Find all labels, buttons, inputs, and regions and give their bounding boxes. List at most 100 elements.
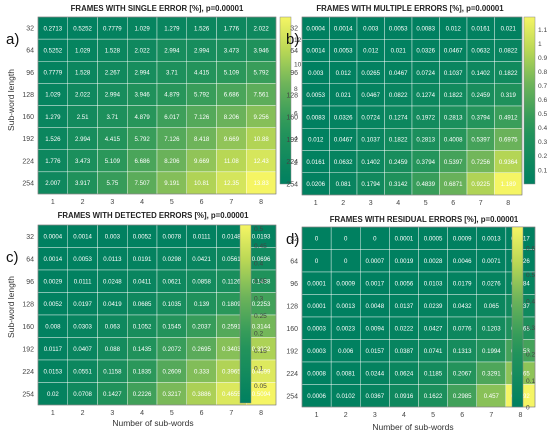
- panel-a-cell-label: 0.7779: [103, 25, 122, 32]
- panel-c-cell-label: 0.0014: [44, 256, 63, 263]
- panel-a-cell-label: 7.561: [254, 92, 270, 99]
- panel-c-cell-label: 0.1438: [252, 278, 271, 285]
- panel-c-cell-label: 0.008: [45, 323, 61, 330]
- panel-c-cell-label: 0.1835: [133, 368, 152, 375]
- panel-d-cell-label: 0.0017: [365, 280, 384, 287]
- panel-b-cell-label: 0.012: [308, 137, 324, 144]
- panel-a-cell-label: 8.418: [194, 136, 210, 143]
- panel-a-cell-label: 8.206: [224, 114, 240, 121]
- panel-d-cell-label: 0.0916: [395, 393, 414, 400]
- panel-c-cell-label: 0.3217: [163, 391, 182, 398]
- panel-d-cell-label: 0.0741: [424, 348, 443, 355]
- panel-c-cell-label: 0.0052: [133, 233, 152, 240]
- panel-a-cell-label: 1.029: [75, 47, 91, 54]
- panel-a-cell-label: 10.88: [254, 136, 270, 143]
- panel-c-cell-label: 0.0113: [103, 256, 122, 263]
- panel-c-cell-label: 0.0052: [44, 301, 63, 308]
- panel-c-cell-label: 0.0111: [74, 278, 92, 285]
- panel-c-colorbar-tick: 0.4: [254, 261, 263, 268]
- panel-b-cell-label: 0.0724: [416, 70, 435, 77]
- panel-a-cell-label: 3.473: [224, 47, 240, 54]
- panel-b-cell-label: 0.4839: [416, 181, 435, 188]
- panel-b-cell-label: 0.0467: [334, 137, 353, 144]
- panel-b-cell-label: 0.012: [446, 25, 462, 32]
- panel-b-colorbar-tick: 0.1: [538, 167, 547, 174]
- panel-c-cell-label: 0.1126: [222, 278, 241, 285]
- panel-a-cell-label: 4.415: [194, 70, 210, 77]
- panel-d-cell-label: 0.0137: [395, 303, 414, 310]
- panel-d-colorbar-tick: 0.3: [526, 325, 535, 332]
- panel-b-cell-label: 0.0822: [499, 48, 518, 55]
- panel-b-cell-label: 0.1037: [361, 137, 380, 144]
- panel-d-cell-label: 0.0222: [395, 325, 414, 332]
- panel-c-cell-label: 0.1435: [133, 346, 152, 353]
- panel-d-cell-label: 0.0007: [365, 258, 384, 265]
- panel-d-x-tick: 3: [373, 412, 377, 419]
- panel-a-cell-label: 3.473: [75, 158, 91, 165]
- panel-d-cell-label: 0.0624: [395, 370, 414, 377]
- panel-d-heatmap: 0 0 0 0.0001 0.0005 0.0009 0.0013 0.0017 0 0 0.000…: [286, 226, 535, 419]
- panel-c-cell-label: 0.02: [47, 391, 59, 398]
- panel-c-y-tick: 254: [22, 391, 34, 398]
- panel-a-cell-label: 7.126: [194, 114, 210, 121]
- panel-b-cell-label: 0.0326: [334, 114, 353, 121]
- panel-b-cell-label: 0.2813: [416, 137, 435, 144]
- panel-b-cell-label: 0.1037: [444, 70, 463, 77]
- panel-a-cell-label: 9.256: [254, 114, 270, 121]
- panel-d-cell-label: 0.0009: [336, 280, 355, 287]
- panel-d-cell-label: 0.0001: [307, 280, 326, 287]
- panel-b-cell-label: 0.0467: [361, 92, 380, 99]
- panel-d-x-tick: 7: [489, 412, 493, 419]
- panel-c-colorbar-tick: 0.05: [254, 383, 267, 390]
- panel-b-y-tick: 32: [290, 26, 298, 33]
- panel-a-x-tick: 5: [170, 199, 174, 206]
- panel-c-colorbar-tick: 0.25: [254, 313, 267, 320]
- panel-b-y-tick: 96: [290, 70, 298, 77]
- panel-c-colorbar: [239, 224, 252, 404]
- panel-c-cell-label: 0.0117: [44, 346, 63, 353]
- panel-c: c) FRAMES WITH DETECTED ERRORS [%], p=0.…: [6, 211, 277, 428]
- panel-b-cell-label: 0.0161: [306, 159, 325, 166]
- panel-a-x-tick: 4: [140, 199, 144, 206]
- panel-a-cell-label: 0.5252: [73, 25, 92, 32]
- panel-b-cell-label: 0.1274: [389, 114, 408, 121]
- panel-c-cell-label: 0.0696: [252, 256, 271, 263]
- panel-a-cell-label: 2.007: [45, 180, 61, 187]
- panel-b-cell-label: 0.0083: [306, 114, 325, 121]
- panel-a-cell-label: 1.029: [135, 25, 151, 32]
- panel-c-cell-label: 0.0621: [163, 278, 182, 285]
- panel-c-cell-label: 0.0153: [44, 368, 63, 375]
- panel-b-colorbar-tick: 0.8: [538, 69, 547, 76]
- panel-b-cell-label: 0.2459: [389, 159, 408, 166]
- panel-c-cell-label: 0.1809: [222, 301, 241, 308]
- panel-c-cell-label: 0.3886: [192, 391, 211, 398]
- panel-a-colorbar-tick: 6: [294, 111, 298, 118]
- panel-b-y-tick: 192: [286, 137, 298, 144]
- panel-c-cell-label: 0.0078: [163, 233, 182, 240]
- panel-c-cell-label: 0.0411: [133, 278, 152, 285]
- panel-c-colorbar-tick: 0.5: [254, 226, 263, 233]
- panel-d-cell-label: 0.0094: [365, 325, 384, 332]
- panel-b-x-tick: 2: [341, 200, 345, 207]
- panel-c-cell-label: 0.0197: [73, 301, 92, 308]
- panel-a-cell-label: 8.206: [164, 158, 180, 165]
- panel-a-x-tick: 8: [259, 199, 263, 206]
- panel-b-cell-label: 1.189: [501, 181, 517, 188]
- panel-c-label: c): [6, 249, 19, 266]
- panel-d-cell-label: 0.2067: [453, 370, 472, 377]
- panel-d-xlabel: Number of sub-words: [372, 422, 453, 432]
- panel-c-heatmap: 0.0004 0.0014 0.003 0.0052 0.0078 0.0111 0.014…: [22, 224, 277, 417]
- panel-c-cell-label: 0.0858: [192, 278, 211, 285]
- panel-b-cell-label: 0.9364: [499, 159, 518, 166]
- panel-a-cell-label: 1.776: [224, 25, 240, 32]
- panel-b-cell-label: 0.0206: [306, 181, 325, 188]
- panel-c-cell-label: 0.0421: [192, 256, 211, 263]
- panel-b-heatmap: 0.0004 0.0014 0.003 0.0053 0.0083 0.012 0.0161…: [286, 16, 547, 207]
- panel-a-cell-label: 1.528: [75, 70, 91, 77]
- panel-b-cell-label: 0.003: [308, 70, 324, 77]
- panel-a-cell-label: 12.35: [224, 180, 240, 187]
- panel-c-x-tick: 2: [81, 410, 85, 417]
- panel-c-cell-label: 0.3922: [252, 346, 271, 353]
- panel-b-colorbar-tick: 1: [538, 41, 542, 48]
- panel-d-colorbar-tick: 0.2: [526, 351, 535, 358]
